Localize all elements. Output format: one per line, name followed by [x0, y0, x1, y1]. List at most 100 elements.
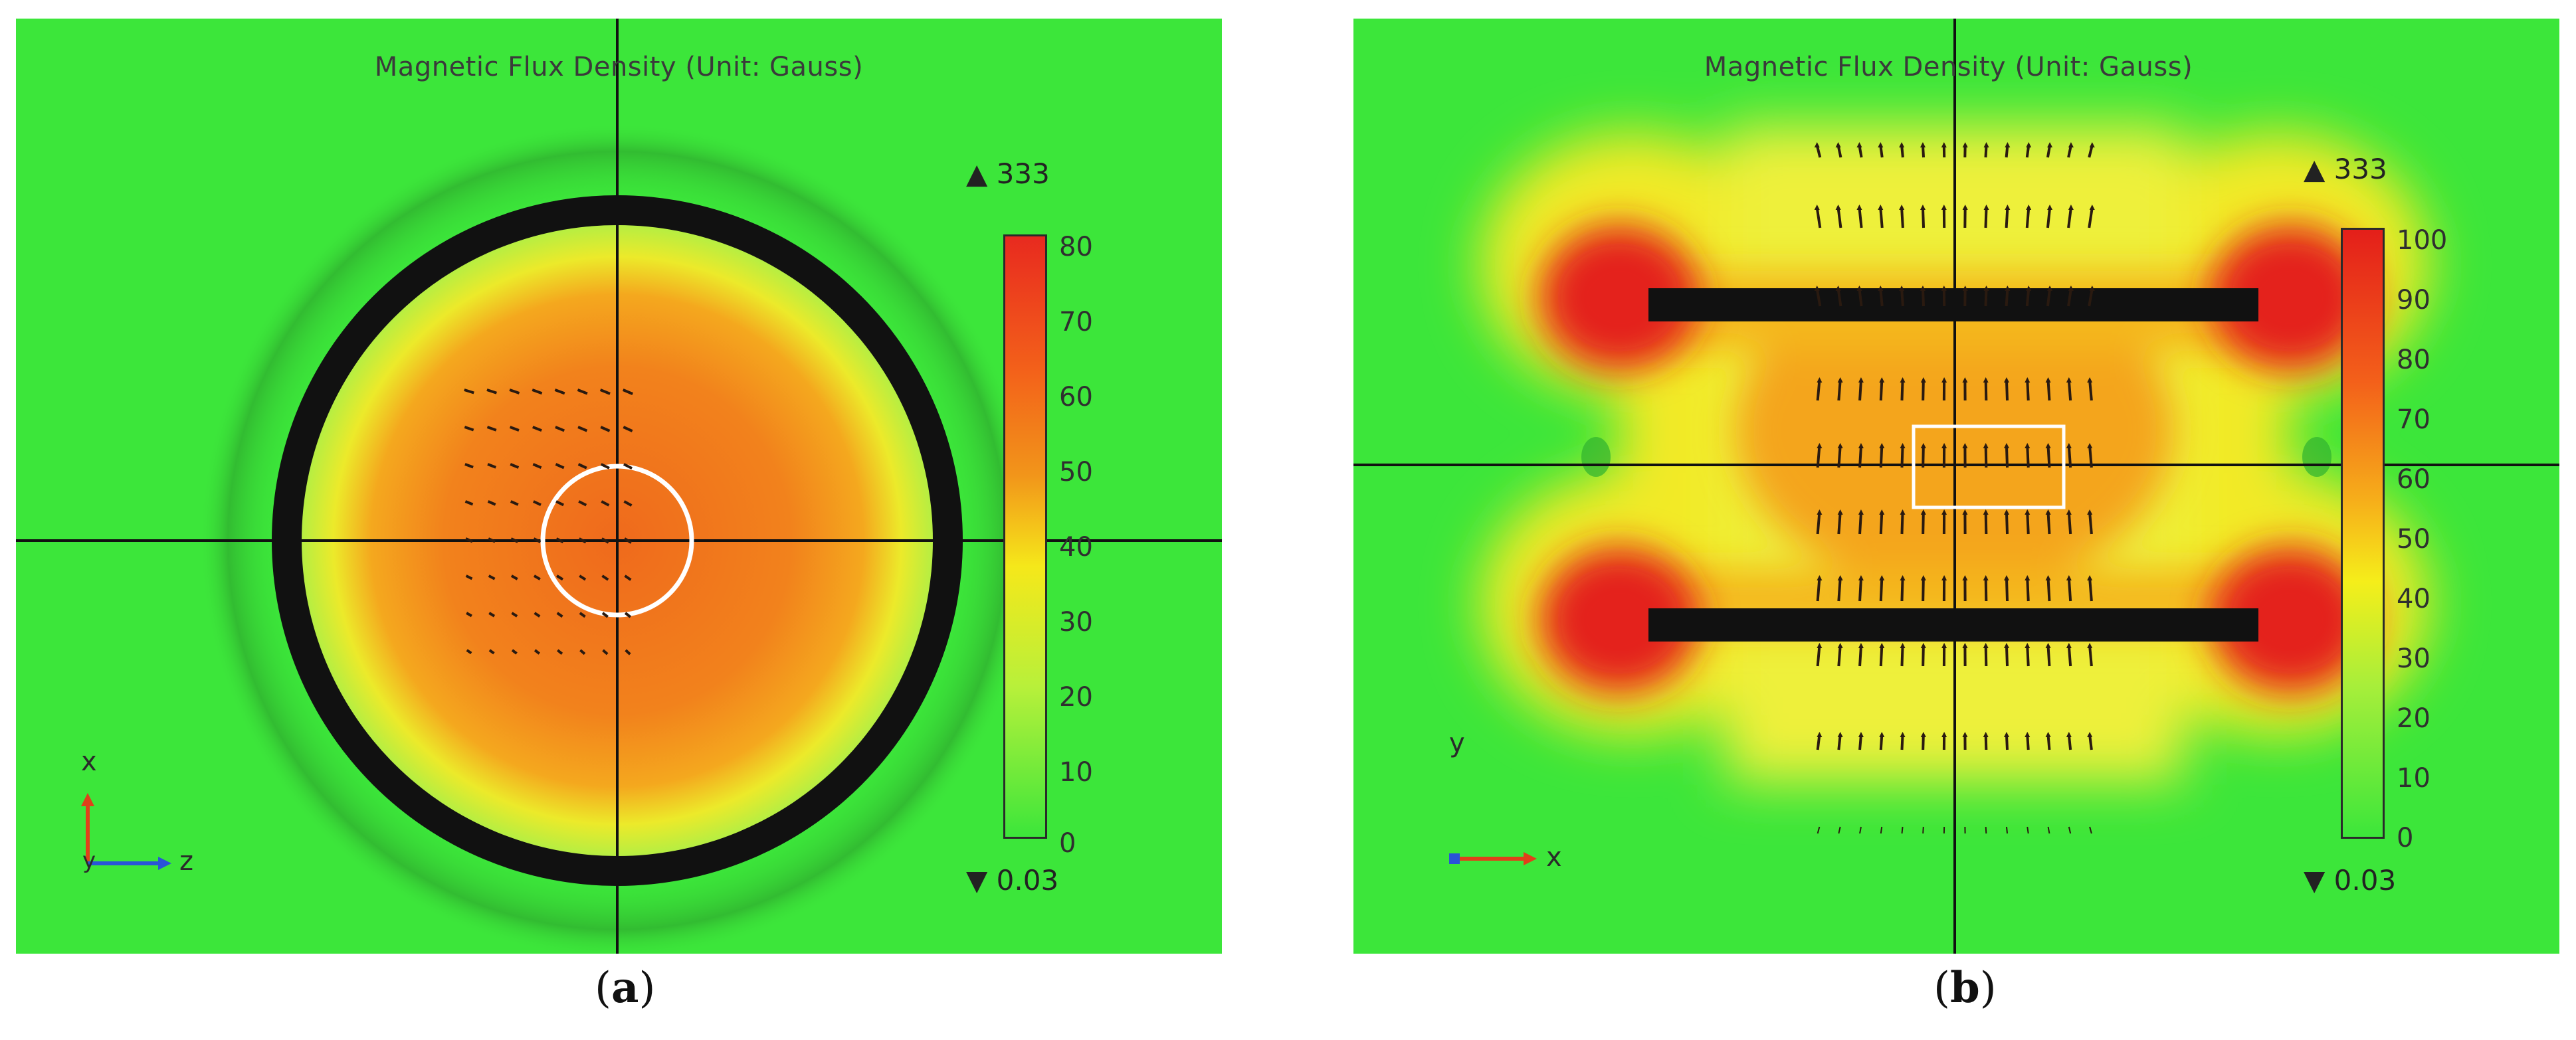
- field-arrowhead: [2003, 643, 2009, 648]
- field-arrowhead: [1900, 377, 1906, 383]
- colorbar-tick-b: 0: [2397, 823, 2414, 853]
- plot-title-a: Magnetic Flux Density (Unit: Gauss): [374, 52, 864, 82]
- field-arrowhead: [1962, 286, 1968, 291]
- field-arrow: [534, 612, 541, 618]
- field-arrowhead: [1941, 732, 1947, 737]
- colorbar-tick-a: 40: [1059, 532, 1093, 563]
- field-arrow: [2067, 380, 2072, 401]
- field-arrowhead: [1878, 142, 1884, 147]
- field-arrow: [2089, 826, 2092, 834]
- field-arrowhead: [1858, 575, 1864, 580]
- max-marker-b: ▲ 333: [2304, 153, 2387, 185]
- field-arrowhead: [2047, 205, 2053, 210]
- field-arrow: [2026, 512, 2030, 535]
- field-arrowhead: [2066, 643, 2072, 648]
- field-arrow: [510, 574, 518, 580]
- coil-bar-bottom-b: [1648, 608, 2258, 642]
- field-arrow: [600, 463, 610, 470]
- field-arrow: [625, 649, 631, 655]
- field-arrow: [511, 612, 518, 618]
- field-arrow: [2068, 826, 2072, 834]
- colorbar-tick-a: 50: [1059, 457, 1093, 487]
- field-arrow: [1984, 446, 1988, 468]
- field-arrow: [1858, 207, 1863, 228]
- field-arrow: [2026, 646, 2030, 667]
- field-arrowhead: [1962, 142, 1968, 147]
- field-arrowhead: [1941, 643, 1947, 648]
- sample-region-rect-b: [1912, 424, 2066, 509]
- field-arrowhead: [1879, 509, 1885, 515]
- field-arrowhead: [1879, 575, 1885, 580]
- field-arrowhead: [2089, 142, 2095, 147]
- colorbar-tick-a: 70: [1059, 307, 1093, 337]
- field-arrow: [2026, 380, 2030, 401]
- coil-bar-top-b: [1648, 288, 2258, 321]
- field-arrow: [510, 537, 519, 543]
- axis-label-horizontal-b: x: [1546, 842, 1562, 873]
- field-arrow: [2026, 446, 2030, 468]
- field-arrowhead: [1858, 509, 1864, 515]
- axis-triad-b: [1449, 852, 1537, 865]
- colorbar-tick-b: 60: [2397, 464, 2430, 495]
- field-arrow: [601, 537, 609, 544]
- field-arrowhead: [1900, 643, 1906, 648]
- field-arrowhead: [2025, 732, 2031, 737]
- field-arrowhead: [1941, 575, 1947, 580]
- field-arrow: [579, 612, 586, 618]
- field-arrow: [2046, 446, 2051, 468]
- field-arrowhead: [1983, 205, 1989, 210]
- field-arrowhead: [1899, 142, 1905, 147]
- field-arrow: [1985, 826, 1987, 834]
- field-arrow: [602, 649, 609, 655]
- field-arrows-a: [464, 389, 633, 655]
- field-arrowhead: [1858, 732, 1864, 737]
- field-arrowhead: [1920, 443, 1926, 448]
- field-arrowhead: [2068, 205, 2074, 210]
- field-arrowhead: [1962, 443, 1968, 448]
- field-arrow: [555, 500, 564, 507]
- field-arrow: [578, 500, 587, 507]
- field-arrowhead: [1835, 286, 1841, 291]
- field-arrowhead: [2068, 142, 2074, 147]
- field-arrowhead: [1817, 732, 1823, 737]
- field-arrowhead: [1858, 377, 1864, 383]
- field-arrow: [2026, 735, 2030, 750]
- field-arrow: [601, 612, 609, 618]
- field-arrowhead: [2025, 377, 2031, 383]
- field-arrowhead: [2005, 286, 2011, 291]
- axis-x-arrowhead: [81, 793, 94, 806]
- field-arrowhead: [1941, 377, 1947, 383]
- field-arrowhead: [1920, 509, 1926, 515]
- field-arrowhead: [1837, 443, 1843, 448]
- field-arrow: [2046, 288, 2052, 307]
- field-arrow: [1859, 826, 1862, 834]
- field-arrowhead: [1879, 443, 1885, 448]
- colorbar-tick-a: 30: [1059, 607, 1093, 638]
- field-arrowhead: [2025, 643, 2031, 648]
- field-arrow: [1922, 826, 1924, 834]
- field-arrowhead: [1817, 377, 1823, 383]
- field-arrow: [1984, 288, 1988, 307]
- field-arrowhead: [1900, 575, 1906, 580]
- field-arrowhead: [1899, 205, 1905, 210]
- field-arrow: [465, 574, 473, 580]
- field-map-b: [1353, 19, 2559, 954]
- field-arrowhead: [1856, 142, 1862, 147]
- field-arrowhead: [2087, 575, 2093, 580]
- field-dip-right-b: [2302, 437, 2331, 477]
- axis-origin-marker-b: [1449, 853, 1460, 864]
- field-arrowhead: [1879, 643, 1885, 648]
- field-arrow: [1879, 512, 1884, 535]
- field-arrowhead: [2045, 575, 2051, 580]
- field-arrowhead: [1837, 643, 1843, 648]
- field-arrow: [1922, 446, 1925, 468]
- field-arrow: [2046, 646, 2051, 667]
- field-arrow: [2025, 207, 2031, 228]
- field-arrow: [623, 500, 633, 507]
- field-arrow: [2067, 512, 2072, 535]
- field-arrow: [465, 537, 473, 543]
- field-arrowhead: [2003, 443, 2009, 448]
- field-arrowhead: [2025, 575, 2031, 580]
- colorbar-tick-b: 20: [2397, 703, 2430, 734]
- field-arrowhead: [2005, 142, 2011, 147]
